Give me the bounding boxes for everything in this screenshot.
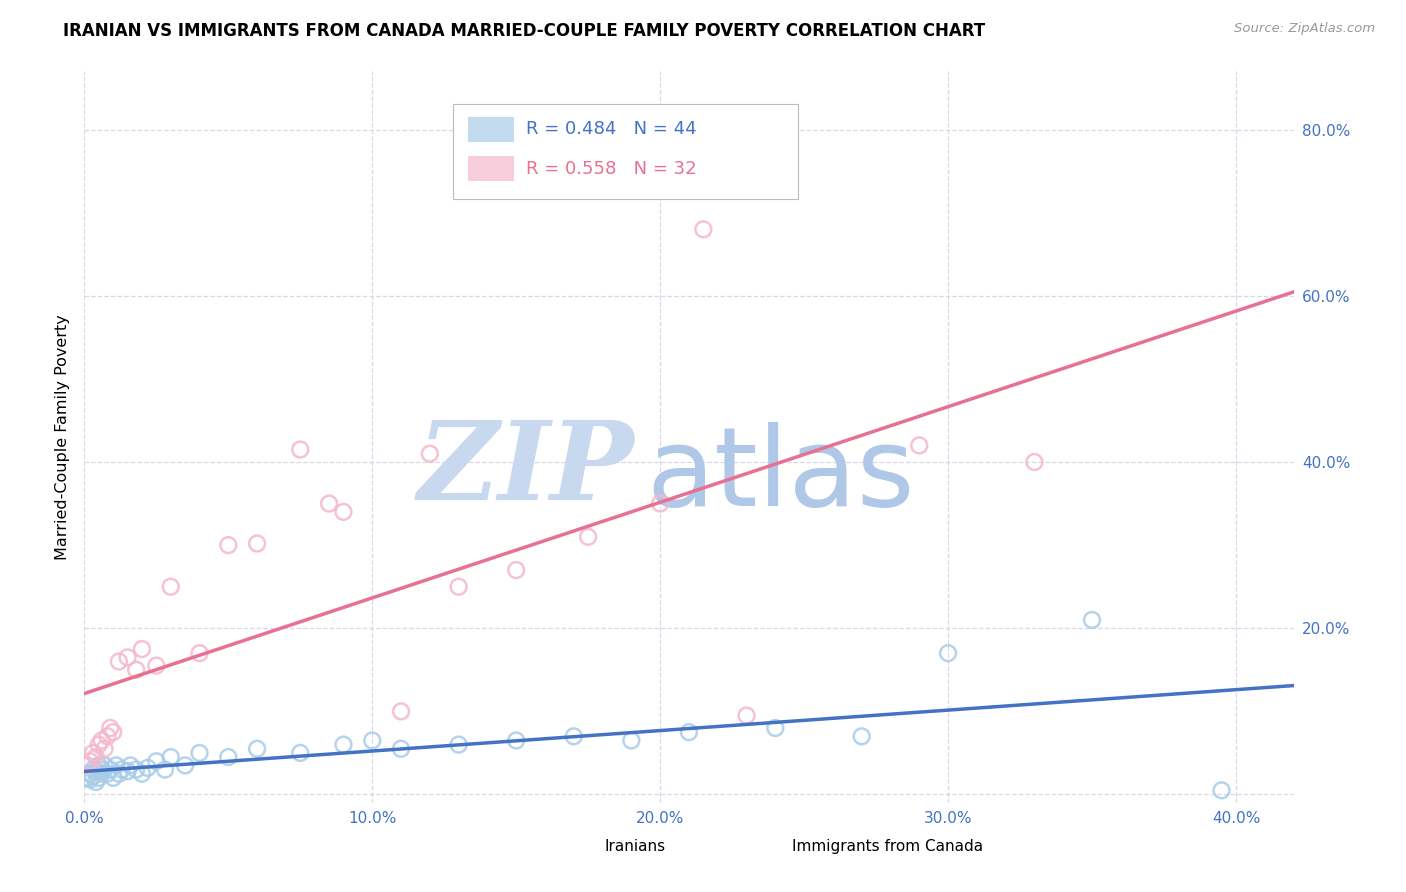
Point <box>136 761 159 775</box>
Bar <box>550 838 596 856</box>
Point <box>1024 455 1046 469</box>
Point <box>145 658 167 673</box>
Point <box>1211 783 1233 797</box>
Text: Immigrants from Canada: Immigrants from Canada <box>792 839 983 855</box>
Point <box>96 766 118 780</box>
Point <box>79 766 101 780</box>
Bar <box>737 838 783 856</box>
Point <box>692 222 714 236</box>
Point <box>117 764 139 779</box>
Point <box>576 530 599 544</box>
Point <box>76 758 98 772</box>
Point <box>90 766 112 780</box>
Point <box>125 663 148 677</box>
Point <box>217 750 239 764</box>
Bar <box>468 156 513 181</box>
Bar <box>468 118 513 143</box>
Point <box>246 536 269 550</box>
Point <box>79 754 101 768</box>
Point <box>290 442 312 457</box>
Point <box>108 655 131 669</box>
Point <box>93 741 115 756</box>
Point <box>735 708 758 723</box>
Point <box>79 772 101 787</box>
Point <box>188 746 211 760</box>
Point <box>650 497 672 511</box>
Point <box>84 750 107 764</box>
Point <box>120 758 142 772</box>
Point <box>159 580 181 594</box>
Point <box>76 771 98 785</box>
Point <box>419 447 441 461</box>
Point <box>851 729 873 743</box>
Point <box>562 729 585 743</box>
Point <box>101 771 124 785</box>
Point <box>84 775 107 789</box>
Point <box>620 733 643 747</box>
Point <box>505 733 527 747</box>
Point <box>87 771 110 785</box>
Point <box>936 646 959 660</box>
Point <box>82 746 104 760</box>
Point <box>105 758 128 772</box>
Text: IRANIAN VS IMMIGRANTS FROM CANADA MARRIED-COUPLE FAMILY POVERTY CORRELATION CHAR: IRANIAN VS IMMIGRANTS FROM CANADA MARRIE… <box>63 22 986 40</box>
Point <box>332 738 354 752</box>
Point <box>389 741 412 756</box>
FancyBboxPatch shape <box>453 104 797 200</box>
Point <box>111 763 134 777</box>
Text: atlas: atlas <box>647 422 915 529</box>
Point <box>93 758 115 772</box>
Point <box>290 746 312 760</box>
Point <box>1081 613 1104 627</box>
Point <box>117 650 139 665</box>
Text: ZIP: ZIP <box>418 417 634 524</box>
Point <box>318 497 340 511</box>
Point <box>90 763 112 777</box>
Point <box>174 758 197 772</box>
Point <box>98 721 121 735</box>
Point <box>361 733 384 747</box>
Point <box>98 763 121 777</box>
Point <box>217 538 239 552</box>
Point <box>131 766 153 780</box>
Point <box>908 438 931 452</box>
Point <box>678 725 700 739</box>
Point <box>84 764 107 779</box>
Point <box>763 721 786 735</box>
Point <box>96 729 118 743</box>
Point <box>131 642 153 657</box>
Point <box>145 754 167 768</box>
Point <box>90 733 112 747</box>
Point <box>447 580 470 594</box>
Point <box>108 766 131 780</box>
Text: Source: ZipAtlas.com: Source: ZipAtlas.com <box>1234 22 1375 36</box>
Point <box>246 741 269 756</box>
Point <box>505 563 527 577</box>
Text: R = 0.558   N = 32: R = 0.558 N = 32 <box>526 160 696 178</box>
Text: Iranians: Iranians <box>605 839 665 855</box>
Point <box>82 763 104 777</box>
Point <box>389 705 412 719</box>
Point <box>125 763 148 777</box>
Point <box>332 505 354 519</box>
Text: R = 0.484   N = 44: R = 0.484 N = 44 <box>526 120 696 138</box>
Point <box>87 738 110 752</box>
Point <box>153 763 176 777</box>
Point <box>447 738 470 752</box>
Point <box>87 758 110 772</box>
Point <box>159 750 181 764</box>
Point <box>101 725 124 739</box>
Point <box>82 769 104 783</box>
Y-axis label: Married-Couple Family Poverty: Married-Couple Family Poverty <box>55 314 70 560</box>
Point <box>188 646 211 660</box>
